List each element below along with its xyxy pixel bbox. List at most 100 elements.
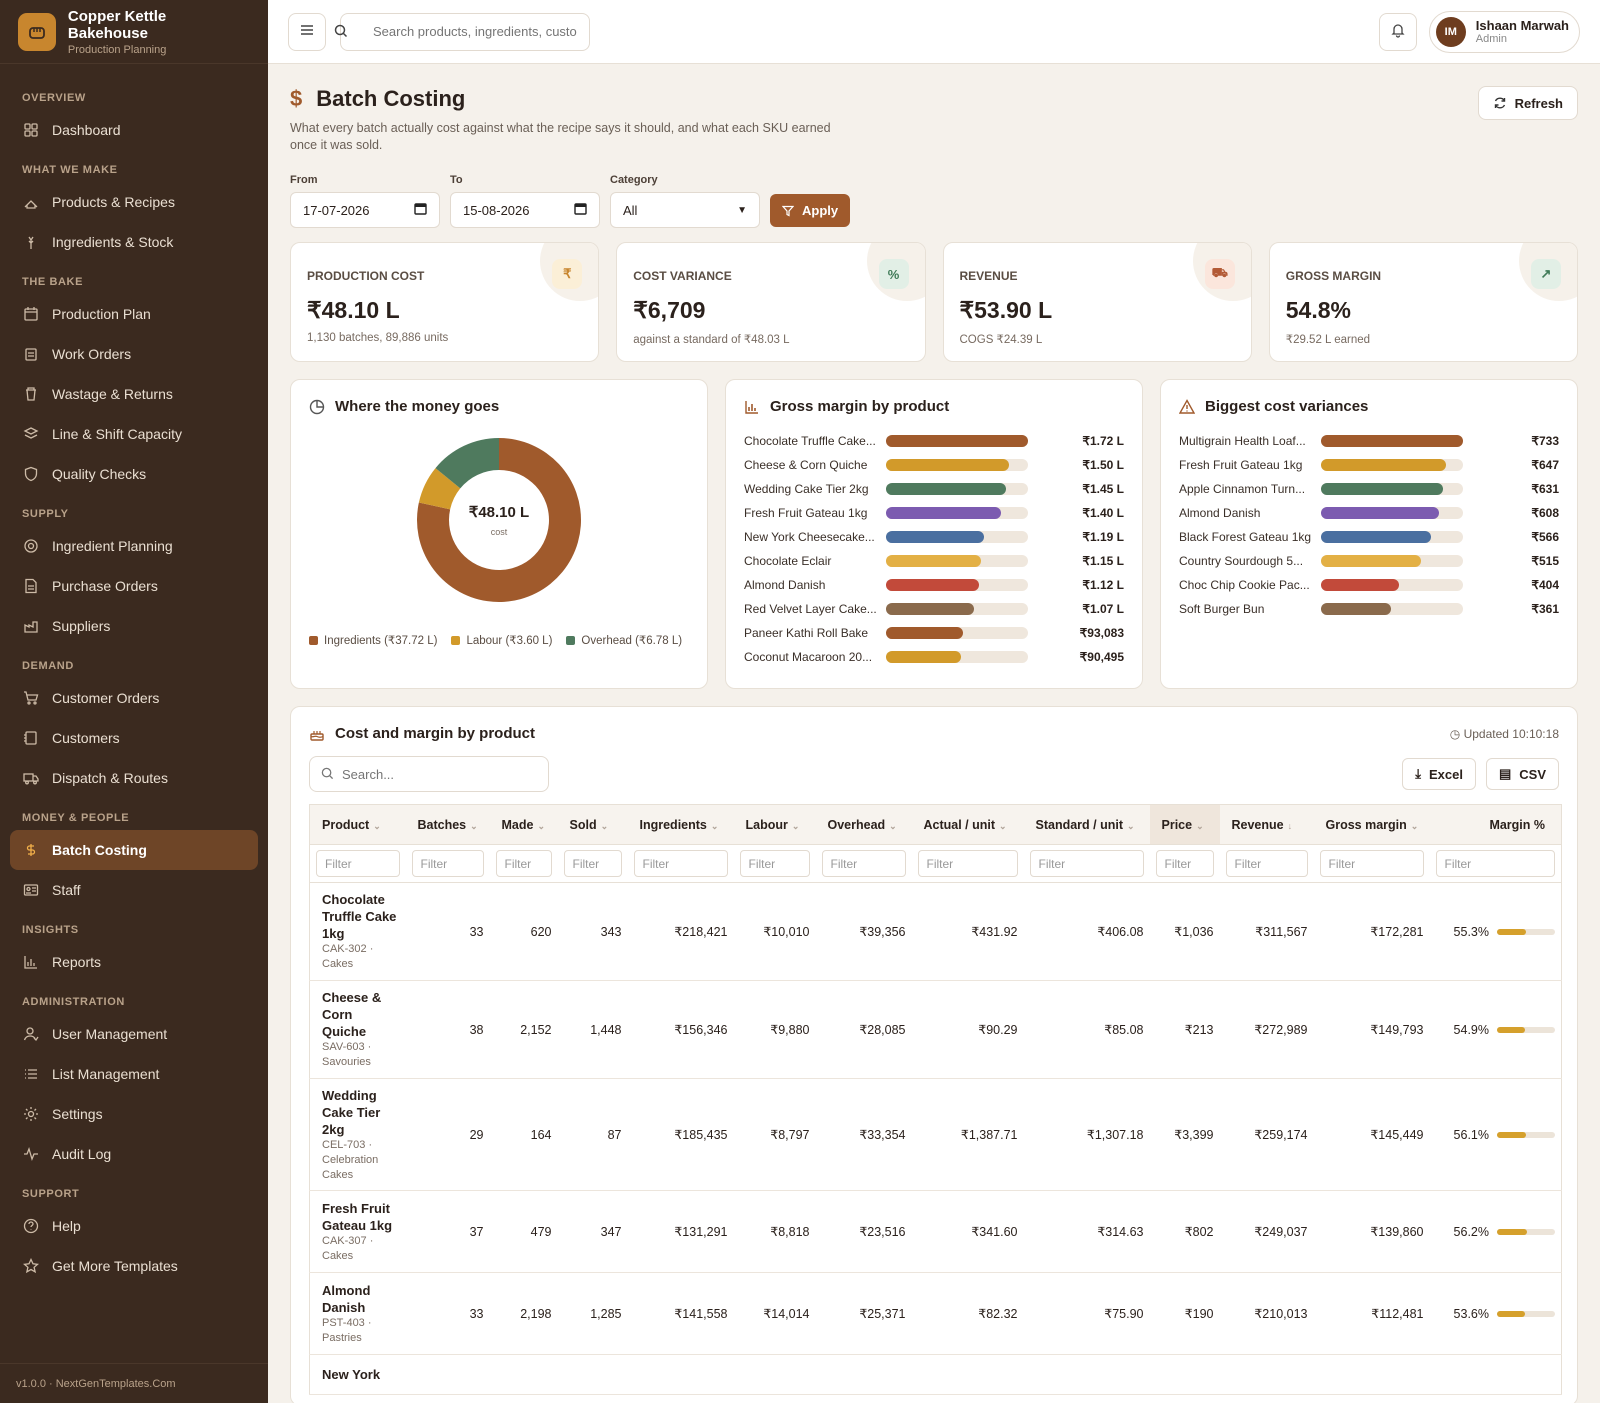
sidebar-item-line-shift-capacity[interactable]: Line & Shift Capacity [10, 414, 258, 454]
margin-pct-wrap: 54.9% [1436, 1023, 1555, 1037]
column-header-overhead[interactable]: Overhead ⌄ [815, 804, 912, 845]
sidebar-item-suppliers[interactable]: Suppliers [10, 606, 258, 646]
sidebar-item-dashboard[interactable]: Dashboard [10, 110, 258, 150]
main-content: $ Batch Costing What every batch actuall… [268, 64, 1600, 1403]
legend-label: Ingredients (₹37.72 L) [324, 635, 438, 647]
from-date-input[interactable]: 17-07-2026 [290, 192, 440, 228]
kpi-label: Revenue [959, 269, 1018, 283]
to-date-input[interactable]: 15-08-2026 [450, 192, 600, 228]
sidebar-item-customer-orders[interactable]: Customer Orders [10, 678, 258, 718]
table-row[interactable]: Fresh Fruit Gateau 1kg CAK-307 · Cakes 37 4… [309, 1190, 1562, 1273]
column-filter-input[interactable]: Filter [316, 850, 400, 877]
sidebar-item-batch-costing[interactable]: Batch Costing [10, 830, 258, 870]
bar-fill [886, 507, 1002, 519]
column-header-labour[interactable]: Labour ⌄ [733, 804, 816, 845]
column-header-product[interactable]: Product ⌄ [309, 804, 406, 845]
global-search-input[interactable] [340, 12, 590, 51]
bar-track [1321, 603, 1463, 615]
sidebar-item-customers[interactable]: Customers [10, 718, 258, 758]
column-filter-input[interactable]: Filter [1155, 850, 1214, 877]
column-header-gross-margin[interactable]: Gross margin ⌄ [1313, 804, 1430, 845]
column-header-standard-unit[interactable]: Standard / unit ⌄ [1023, 804, 1150, 845]
sidebar-item-ingredients-stock[interactable]: Ingredients & Stock [10, 222, 258, 262]
column-header-ingredients[interactable]: Ingredients ⌄ [627, 804, 734, 845]
bar-track [1321, 459, 1463, 471]
sidebar-item-work-orders[interactable]: Work Orders [10, 334, 258, 374]
sidebar-item-help[interactable]: Help [10, 1206, 258, 1246]
sidebar-item-production-plan[interactable]: Production Plan [10, 294, 258, 334]
kpi-card-cost-variance: % Cost Variance ₹6,709 against a standar… [616, 242, 926, 362]
legend-swatch [451, 636, 461, 646]
column-filter-input[interactable]: Filter [633, 850, 728, 877]
sidebar-item-list-management[interactable]: List Management [10, 1054, 258, 1094]
column-header-price[interactable]: Price ⌄ [1149, 804, 1220, 845]
sidebar-item-settings[interactable]: Settings [10, 1094, 258, 1134]
sidebar-item-dispatch-routes[interactable]: Dispatch & Routes [10, 758, 258, 798]
sidebar-item-label: Suppliers [52, 618, 111, 634]
table-row[interactable]: Wedding Cake Tier 2kg CEL-703 · Celebrati… [309, 1078, 1562, 1191]
column-header-margin[interactable]: Margin % [1429, 804, 1562, 845]
sidebar-item-purchase-orders[interactable]: Purchase Orders [10, 566, 258, 606]
user-menu[interactable]: IM Ishaan Marwah Admin [1428, 10, 1580, 53]
column-header-sold[interactable]: Sold ⌄ [557, 804, 628, 845]
sidebar-item-user-management[interactable]: User Management [10, 1014, 258, 1054]
kpi-value: 54.8% [1285, 297, 1351, 323]
cell-ingredients: ₹185,435 [627, 1078, 734, 1191]
cell-batches: 33 [405, 882, 490, 981]
table-row[interactable]: Chocolate Truffle Cake 1kg CAK-302 · Cake… [309, 882, 1562, 981]
sidebar-item-label: Batch Costing [52, 842, 147, 858]
nav-section-title: OVERVIEW [22, 92, 86, 104]
apply-button[interactable]: Apply [770, 194, 851, 227]
cell-price [1149, 1354, 1220, 1395]
calendar-icon [22, 305, 40, 323]
sidebar-item-reports[interactable]: Reports [10, 942, 258, 982]
sidebar-item-ingredient-planning[interactable]: Ingredient Planning [10, 526, 258, 566]
bar-label: Black Forest Gateau 1kg [1179, 530, 1312, 544]
sidebar-item-products-recipes[interactable]: Products & Recipes [10, 182, 258, 222]
bar-label: Chocolate Truffle Cake... [744, 434, 876, 448]
variance-bar-row: Almond Danish ₹608 [1179, 501, 1559, 525]
table-row[interactable]: Cheese & Corn Quiche SAV-603 · Savouries 3… [309, 980, 1562, 1079]
cell-overhead [815, 1354, 912, 1395]
column-header-actual-unit[interactable]: Actual / unit ⌄ [911, 804, 1024, 845]
column-header-revenue[interactable]: Revenue ↓ [1219, 804, 1314, 845]
category-select[interactable]: All ▼ [610, 192, 760, 228]
column-filter-input[interactable]: Filter [1319, 850, 1424, 877]
sidebar-item-staff[interactable]: Staff [10, 870, 258, 910]
excel-export-button[interactable]: ⤓ Excel [1402, 758, 1476, 790]
bar-track [1321, 579, 1463, 591]
legend-item: Labour (₹3.60 L) [451, 633, 552, 647]
column-filter-input[interactable]: Filter [1435, 850, 1555, 877]
csv-export-button[interactable]: ▤ CSV [1485, 758, 1559, 790]
column-filter-input[interactable]: Filter [411, 850, 484, 877]
column-filter-input[interactable]: Filter [739, 850, 810, 877]
column-filter-input[interactable]: Filter [495, 850, 552, 877]
sidebar-item-label: Ingredients & Stock [52, 234, 174, 250]
column-filter-input[interactable]: Filter [917, 850, 1018, 877]
table-row[interactable]: New York [309, 1354, 1562, 1395]
margin-pct-wrap: 53.6% [1436, 1307, 1555, 1321]
column-header-batches[interactable]: Batches ⌄ [405, 804, 490, 845]
refresh-button[interactable]: Refresh [1477, 86, 1578, 120]
column-filter-input[interactable]: Filter [1225, 850, 1308, 877]
column-filter-input[interactable]: Filter [563, 850, 622, 877]
menu-toggle-button[interactable] [288, 12, 326, 51]
sidebar-item-get-more-templates[interactable]: Get More Templates [10, 1246, 258, 1286]
search-icon [321, 767, 334, 783]
table-row[interactable]: Almond Danish PST-403 · Pastries 33 2,198 1,… [309, 1272, 1562, 1355]
column-filter-input[interactable]: Filter [1029, 850, 1144, 877]
cell-sold [557, 1354, 628, 1395]
column-header-made[interactable]: Made ⌄ [489, 804, 558, 845]
cart-icon: ⛟ [1204, 259, 1235, 289]
notifications-button[interactable] [1378, 12, 1417, 51]
bar-chart-icon [22, 953, 40, 971]
sidebar-item-audit-log[interactable]: Audit Log [10, 1134, 258, 1174]
sidebar-item-quality-checks[interactable]: Quality Checks [10, 454, 258, 494]
bar-track [886, 579, 1028, 591]
table-search-input[interactable] [309, 756, 549, 792]
sidebar-item-wastage-returns[interactable]: Wastage & Returns [10, 374, 258, 414]
bar-track [886, 435, 1028, 447]
cell-made: 164 [489, 1078, 558, 1191]
column-filter-input[interactable]: Filter [821, 850, 906, 877]
bar-track [1321, 483, 1463, 495]
